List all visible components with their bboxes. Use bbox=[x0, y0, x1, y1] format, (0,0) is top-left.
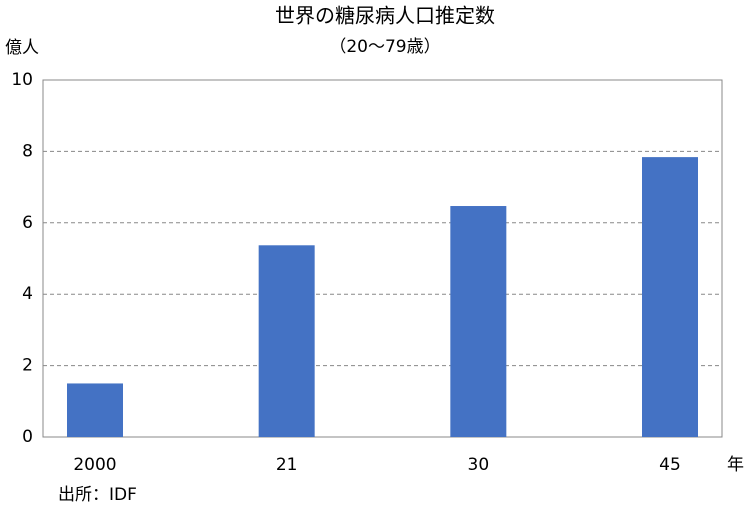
source-note: 出所：IDF bbox=[58, 485, 137, 505]
chart-title: 世界の糖尿病人口推定数 bbox=[275, 4, 495, 28]
x-tick-label: 2000 bbox=[73, 455, 116, 475]
y-axis-label: 億人 bbox=[5, 38, 39, 58]
bar bbox=[258, 245, 315, 437]
chart-subtitle: （20～79歳） bbox=[329, 37, 440, 57]
y-tick-label: 8 bbox=[22, 141, 33, 161]
bar bbox=[67, 383, 123, 437]
x-tick-label: 45 bbox=[659, 455, 681, 475]
x-tick-label: 21 bbox=[276, 455, 298, 475]
y-tick-label: 2 bbox=[22, 356, 33, 376]
x-tick-label: 30 bbox=[468, 455, 490, 475]
y-tick-label: 10 bbox=[11, 70, 33, 90]
plot-frame bbox=[42, 79, 723, 438]
x-axis-label: 年 bbox=[727, 455, 744, 475]
bar bbox=[450, 206, 507, 437]
y-tick-label: 4 bbox=[22, 284, 33, 304]
bar bbox=[642, 157, 698, 437]
y-tick-label: 0 bbox=[22, 427, 33, 447]
y-tick-label: 6 bbox=[22, 213, 33, 233]
